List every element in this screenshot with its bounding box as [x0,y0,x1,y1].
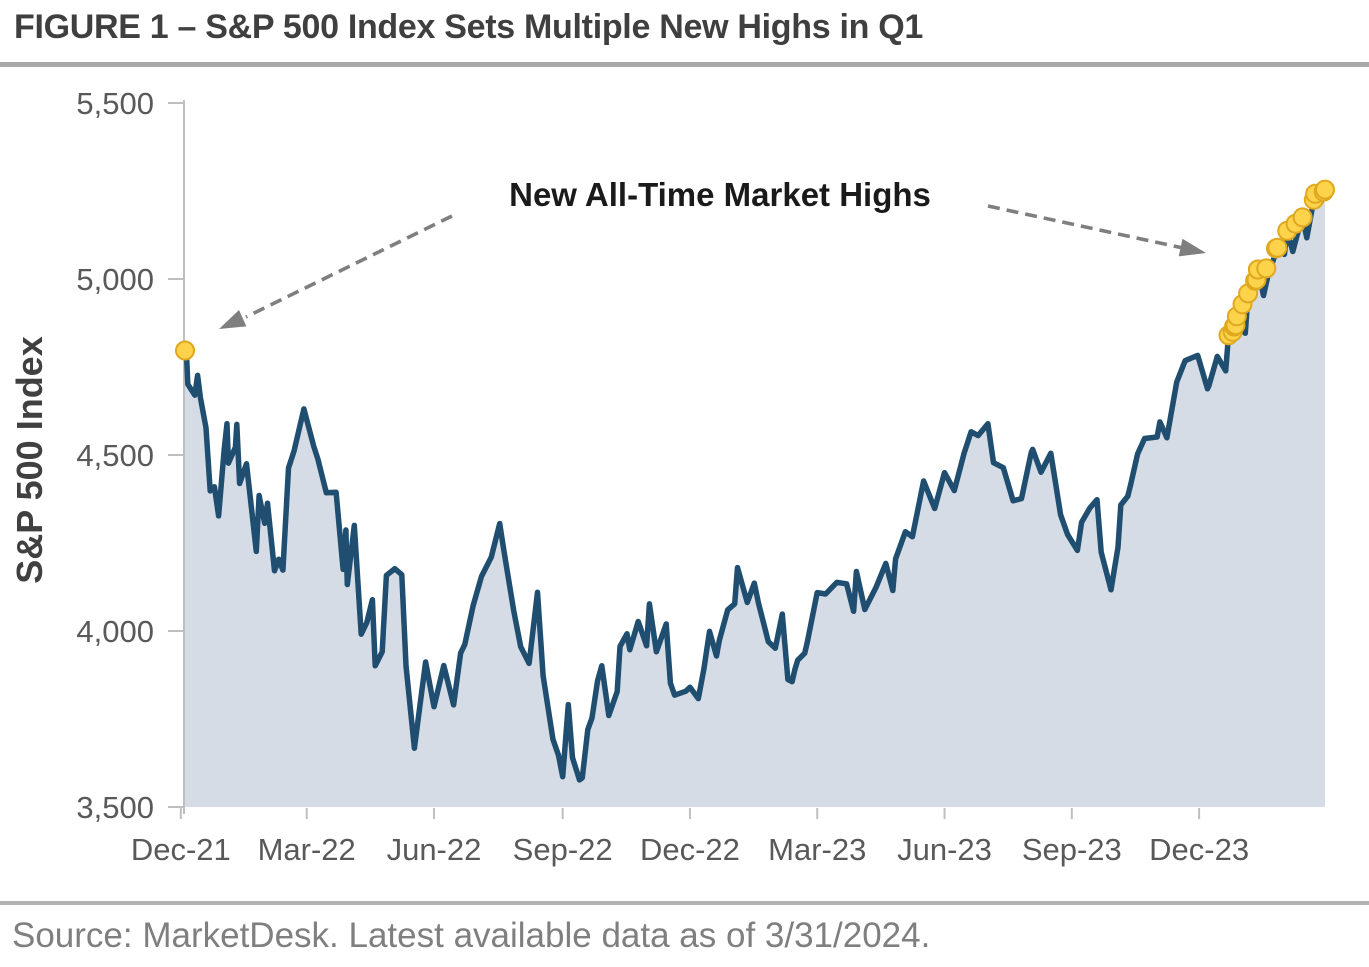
x-tick-label: Dec-23 [1149,832,1249,867]
x-tick-label: Dec-21 [131,832,231,867]
arrow-left-head-icon [219,310,247,329]
arrow-left-dashes [245,214,453,319]
line-series [182,186,1328,783]
y-tick-label: 3,500 [76,790,154,825]
y-tick-label: 4,500 [76,438,154,473]
x-tick-label: Sep-23 [1022,832,1122,867]
new-high-marker [1292,207,1313,228]
y-tick-label: 5,000 [76,262,154,297]
x-tick-label: Jun-23 [897,832,992,867]
sp500-area-chart: 3,500 4,000 4,500 5,000 5,500 Dec-21 Mar-22 Jun… [9,86,1335,867]
arrow-right-head-icon [1178,238,1206,257]
y-tick-label: 5,500 [76,86,154,121]
sp500-area-fill [185,189,1325,808]
new-high-marker [1315,179,1335,200]
y-tick-label: 4,000 [76,614,154,649]
y-axis-title: S&P 500 Index [9,336,50,583]
area-series [185,189,1325,808]
axes: 3,500 4,000 4,500 5,000 5,500 Dec-21 Mar-22 Jun… [76,86,1249,867]
x-tick-label: Mar-22 [258,832,356,867]
new-high-marker [1256,258,1277,279]
annotation-arrow-left [219,214,453,329]
annotation-label: New All-Time Market Highs [509,176,931,213]
title-divider [0,62,1369,67]
new-high-marker [1267,237,1288,258]
x-tick-label: Dec-22 [640,832,740,867]
sp500-line [182,186,1328,783]
source-note: Source: MarketDesk. Latest available dat… [12,916,931,955]
x-tick-label: Mar-23 [768,832,866,867]
x-tick-label: Jun-22 [387,832,482,867]
new-high-marker [175,340,195,361]
footer-divider [0,901,1369,905]
figure-title: FIGURE 1 – S&P 500 Index Sets Multiple N… [14,8,923,46]
x-tick-label: Sep-22 [513,832,613,867]
new-high-markers [175,179,1335,361]
annotation-arrow-right [987,204,1206,257]
arrow-right-dashes [987,204,1184,250]
